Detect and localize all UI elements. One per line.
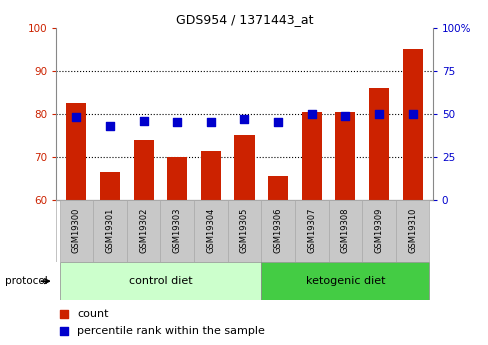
Bar [261,262,428,300]
Point [72,115,80,120]
Point [374,111,382,117]
Title: GDS954 / 1371443_at: GDS954 / 1371443_at [175,13,313,27]
Text: count: count [77,309,108,319]
Text: GSM19307: GSM19307 [306,207,316,253]
Point [341,113,348,118]
Text: GSM19309: GSM19309 [374,207,383,253]
Bar [234,136,254,200]
Text: GSM19300: GSM19300 [72,207,81,253]
Text: GSM19302: GSM19302 [139,207,148,253]
Point [240,116,248,122]
Bar [261,200,294,262]
Text: percentile rank within the sample: percentile rank within the sample [77,326,264,336]
Text: GSM19303: GSM19303 [172,207,182,253]
Bar [66,103,86,200]
Point [206,120,214,125]
Bar [133,140,153,200]
Text: GSM19306: GSM19306 [273,207,282,253]
Bar [160,200,194,262]
Text: GSM19301: GSM19301 [105,207,114,253]
Point [274,120,282,125]
Point [60,312,67,317]
Text: GSM19304: GSM19304 [206,207,215,253]
Bar [402,49,422,200]
Point [307,111,315,117]
Bar [368,88,388,200]
Bar [93,200,126,262]
Bar [167,157,187,200]
Bar [201,150,221,200]
Bar [301,112,321,200]
Text: GSM19308: GSM19308 [340,207,349,253]
Text: GSM19310: GSM19310 [407,207,416,253]
Bar [294,200,328,262]
Text: GSM19305: GSM19305 [240,207,248,253]
Bar [60,262,261,300]
Bar [227,200,261,262]
Bar [126,200,160,262]
Text: control diet: control diet [128,276,192,286]
Point [173,120,181,125]
Text: protocol: protocol [5,276,47,286]
Point [106,123,114,129]
Bar [100,172,120,200]
Bar [328,200,362,262]
Bar [335,112,355,200]
Bar [395,200,428,262]
Bar [194,200,227,262]
Bar [267,176,287,200]
Bar [60,200,93,262]
Point [140,118,147,124]
Text: ketogenic diet: ketogenic diet [305,276,385,286]
Point [408,111,416,117]
Bar [362,200,395,262]
Point [60,328,67,334]
